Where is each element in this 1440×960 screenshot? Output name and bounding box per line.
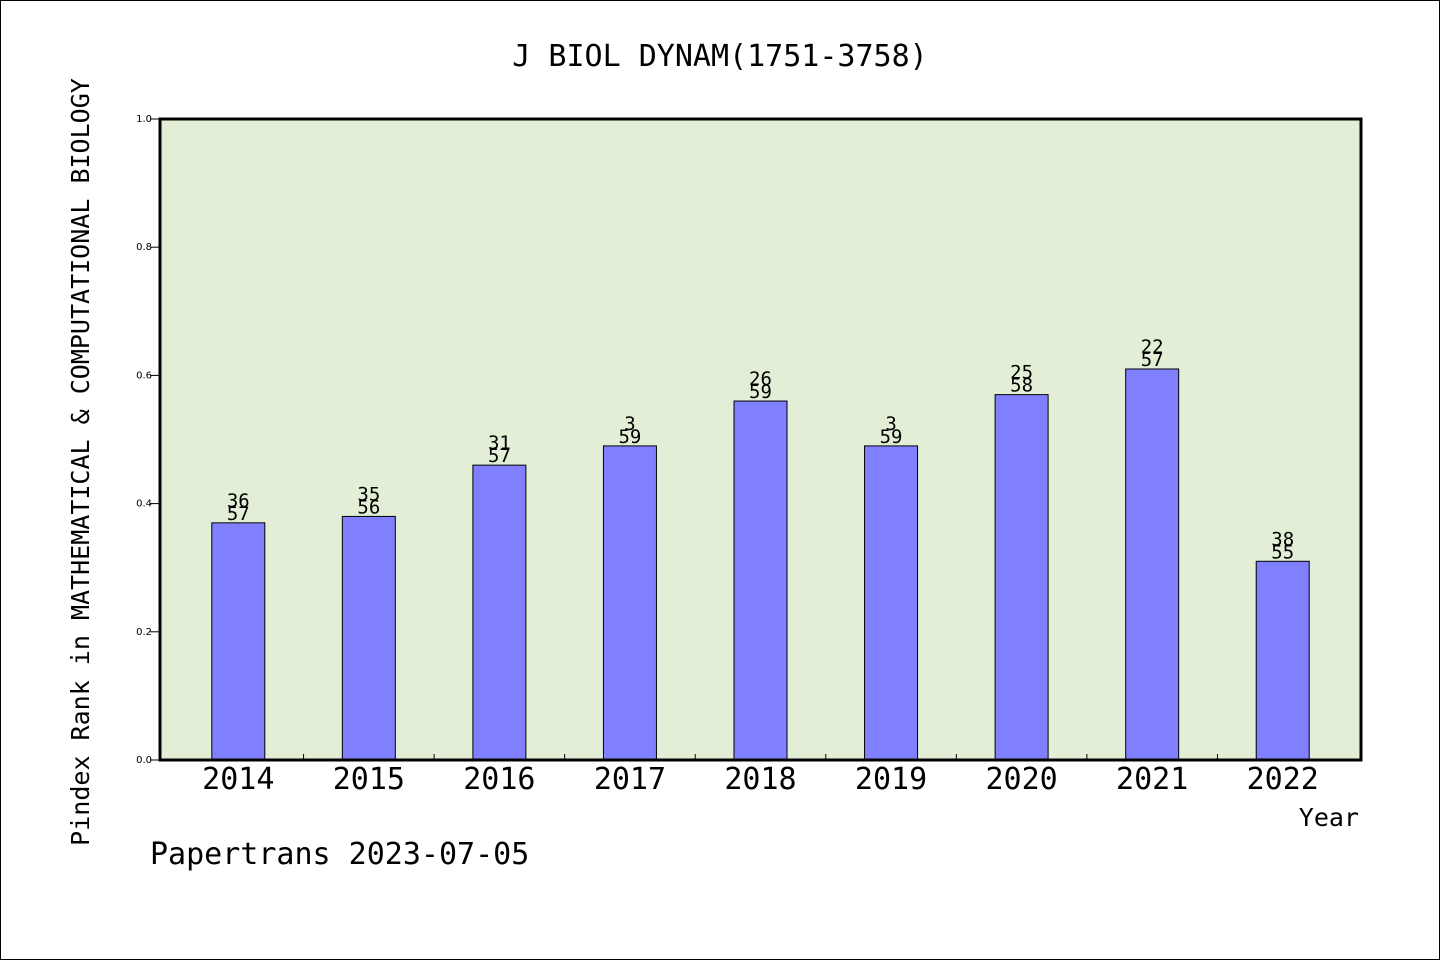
x-tick-label: 2018	[724, 762, 796, 797]
bar-rank-label: 22	[1141, 336, 1164, 358]
bar-2020	[994, 394, 1049, 761]
bar-rank-label: 26	[749, 368, 772, 390]
x-axis-label: Year	[1299, 803, 1359, 832]
bar-total-label: 59	[618, 426, 641, 448]
bar-rank-label: 3	[624, 413, 635, 435]
x-tick-label: 2020	[985, 762, 1057, 797]
bar-total-label: 57	[488, 445, 511, 467]
bar-total-label: 57	[1141, 349, 1164, 371]
footer-credit: Papertrans 2023-07-05	[150, 837, 529, 872]
bar-2014	[211, 522, 266, 761]
bar-2016	[472, 464, 527, 761]
bar-rank-label: 31	[488, 432, 511, 454]
bar-2021	[1125, 368, 1180, 761]
plot-border	[158, 117, 1363, 762]
bar-rank-label: 38	[1271, 528, 1294, 550]
bar-total-label: 59	[749, 381, 772, 403]
y-tick-label: 0.2	[136, 627, 152, 638]
chart-title: J BIOL DYNAM(1751-3758)	[512, 39, 927, 74]
bar-2022	[1255, 560, 1310, 761]
bar-total-label: 59	[880, 426, 903, 448]
y-tick-label: 0.8	[136, 242, 152, 253]
x-tick-label: 2014	[202, 762, 274, 797]
x-tick-label: 2022	[1247, 762, 1319, 797]
x-tick-label: 2015	[333, 762, 405, 797]
x-tick-label: 2017	[594, 762, 666, 797]
bar-total-label: 57	[227, 503, 250, 525]
ticks-layer: 2014 2015 2016 2017 2018 2019 2020 2021 2022 0.0 0…	[136, 114, 1319, 797]
bar-2017	[602, 445, 657, 761]
bars-layer	[211, 368, 1310, 761]
bar-rank-label: 3	[885, 413, 896, 435]
bar-rank-label: 36	[227, 490, 250, 512]
bar-2019	[864, 445, 919, 761]
bar-2018	[733, 400, 788, 761]
y-tick-label: 1.0	[136, 114, 152, 125]
x-tick-label: 2019	[855, 762, 927, 797]
x-tick-label: 2021	[1116, 762, 1188, 797]
bar-total-label: 58	[1010, 375, 1033, 397]
y-tick-label: 0.0	[136, 755, 152, 766]
x-tick-label: 2016	[463, 762, 535, 797]
y-axis-label: Pindex Rank in MATHEMATICAL & COMPUTATIO…	[66, 78, 95, 846]
bar-rank-label: 25	[1010, 362, 1033, 384]
bar-total-label: 55	[1271, 541, 1294, 563]
bar-rank-label: 35	[357, 483, 380, 505]
y-tick-label: 0.6	[136, 370, 152, 381]
bar-total-label: 56	[357, 496, 380, 518]
bar-2015	[341, 515, 396, 761]
y-tick-label: 0.4	[136, 499, 152, 510]
